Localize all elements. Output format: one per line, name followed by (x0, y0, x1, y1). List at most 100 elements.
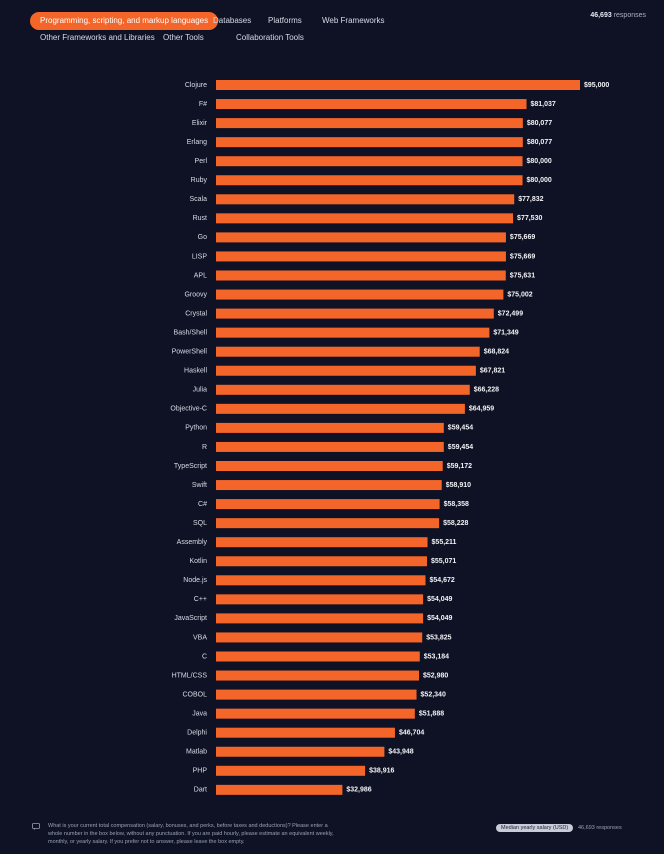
value-label: $52,980 (423, 672, 448, 679)
value-label: $80,000 (527, 177, 552, 184)
bar[interactable] (216, 346, 480, 357)
bar[interactable] (216, 708, 415, 719)
value-label: $52,340 (421, 691, 446, 698)
category-label: JavaScript (174, 615, 207, 622)
bar[interactable] (216, 213, 514, 224)
value-label: $66,228 (474, 387, 499, 394)
value-label: $80,077 (527, 139, 552, 146)
tab-web-frameworks[interactable]: Web Frameworks (322, 16, 385, 25)
bar[interactable] (216, 594, 424, 605)
bar[interactable] (216, 613, 424, 624)
tab-other-frameworks[interactable]: Other Frameworks and Libraries (40, 33, 155, 42)
category-label: C# (198, 501, 207, 508)
bar[interactable] (216, 403, 465, 414)
category-label: APL (194, 272, 207, 279)
category-label: Perl (195, 158, 208, 165)
bar[interactable] (216, 80, 580, 90)
comment-icon (32, 823, 40, 830)
bar[interactable] (216, 461, 443, 471)
bar[interactable] (216, 518, 440, 529)
bar[interactable] (216, 194, 515, 205)
value-label: $58,358 (444, 501, 469, 508)
category-label: Assembly (177, 539, 208, 546)
value-label: $81,037 (530, 101, 555, 108)
bar[interactable] (216, 365, 476, 376)
category-label: Node.js (183, 577, 207, 584)
category-label: HTML/CSS (172, 672, 208, 679)
bar[interactable] (216, 441, 444, 452)
bar[interactable] (216, 137, 523, 148)
bar[interactable] (216, 556, 428, 567)
value-label: $58,910 (446, 482, 471, 489)
value-label: $54,672 (429, 577, 454, 584)
chart-footer: What is your current total compensation … (32, 822, 632, 848)
responses-number: 46,693 (590, 12, 612, 19)
responses-label: responses (613, 12, 646, 19)
value-label: $72,499 (498, 310, 523, 317)
category-label: Python (185, 425, 207, 432)
tab-collaboration-tools[interactable]: Collaboration Tools (236, 33, 304, 42)
bar[interactable] (216, 327, 490, 338)
bar[interactable] (216, 537, 428, 548)
value-label: $71,349 (493, 329, 518, 336)
value-label: $77,530 (517, 215, 542, 222)
bar[interactable] (216, 499, 440, 510)
category-label: COBOL (182, 691, 207, 698)
value-label: $80,000 (527, 158, 552, 165)
bar[interactable] (216, 575, 426, 586)
bar[interactable] (216, 632, 423, 643)
value-label: $54,049 (427, 596, 452, 603)
category-label: LISP (192, 253, 208, 260)
category-label: Matlab (186, 749, 207, 756)
tab-platforms[interactable]: Platforms (268, 16, 302, 25)
category-label: Julia (193, 387, 208, 394)
bar[interactable] (216, 99, 527, 110)
category-label: Rust (193, 215, 207, 222)
value-label: $32,986 (346, 787, 371, 794)
bar[interactable] (216, 270, 506, 281)
bar[interactable] (216, 156, 523, 167)
value-label: $68,824 (484, 349, 509, 356)
bar[interactable] (216, 289, 504, 300)
bar[interactable] (216, 651, 420, 662)
bar[interactable] (216, 118, 523, 129)
bar[interactable] (216, 308, 494, 319)
bar[interactable] (216, 689, 417, 700)
category-label: Bash/Shell (174, 329, 208, 336)
value-label: $38,916 (369, 768, 394, 775)
bar[interactable] (216, 746, 385, 757)
category-label: R (202, 444, 207, 451)
bar[interactable] (216, 480, 442, 491)
bar[interactable] (216, 784, 343, 795)
responses-count: 46,693 responses (590, 12, 646, 19)
metric-badge: Median yearly salary (USD) (496, 824, 574, 832)
survey-question: What is your current total compensation … (48, 823, 334, 845)
bar[interactable] (216, 670, 419, 681)
category-label: Ruby (191, 177, 208, 184)
value-label: $67,821 (480, 368, 505, 375)
bar[interactable] (216, 251, 506, 262)
value-label: $95,000 (584, 82, 609, 89)
salary-bar-chart: Clojure $95,000 F# $81,037 Elixir $80,077 Erla… (170, 80, 609, 795)
bar[interactable] (216, 727, 395, 738)
technology-tabs: Programming, scripting, and markup langu… (0, 0, 664, 50)
category-label: PowerShell (172, 349, 208, 356)
value-label: $59,454 (448, 444, 473, 451)
value-label: $59,454 (448, 425, 473, 432)
tab-databases[interactable]: Databases (213, 16, 252, 25)
category-label: PHP (193, 768, 208, 775)
bar[interactable] (216, 765, 366, 776)
bar[interactable] (216, 175, 523, 186)
value-label: $51,888 (419, 710, 444, 717)
tab-languages[interactable]: Programming, scripting, and markup langu… (30, 12, 219, 30)
value-label: $46,704 (399, 730, 424, 737)
value-label: $64,959 (469, 406, 494, 413)
bar[interactable] (216, 422, 444, 433)
category-label: Swift (192, 482, 207, 489)
bar[interactable] (216, 232, 506, 243)
category-label: Groovy (184, 291, 207, 298)
bar[interactable] (216, 384, 470, 395)
value-label: $75,669 (510, 234, 535, 241)
tab-other-tools[interactable]: Other Tools (163, 33, 204, 42)
category-label: Dart (194, 787, 207, 794)
